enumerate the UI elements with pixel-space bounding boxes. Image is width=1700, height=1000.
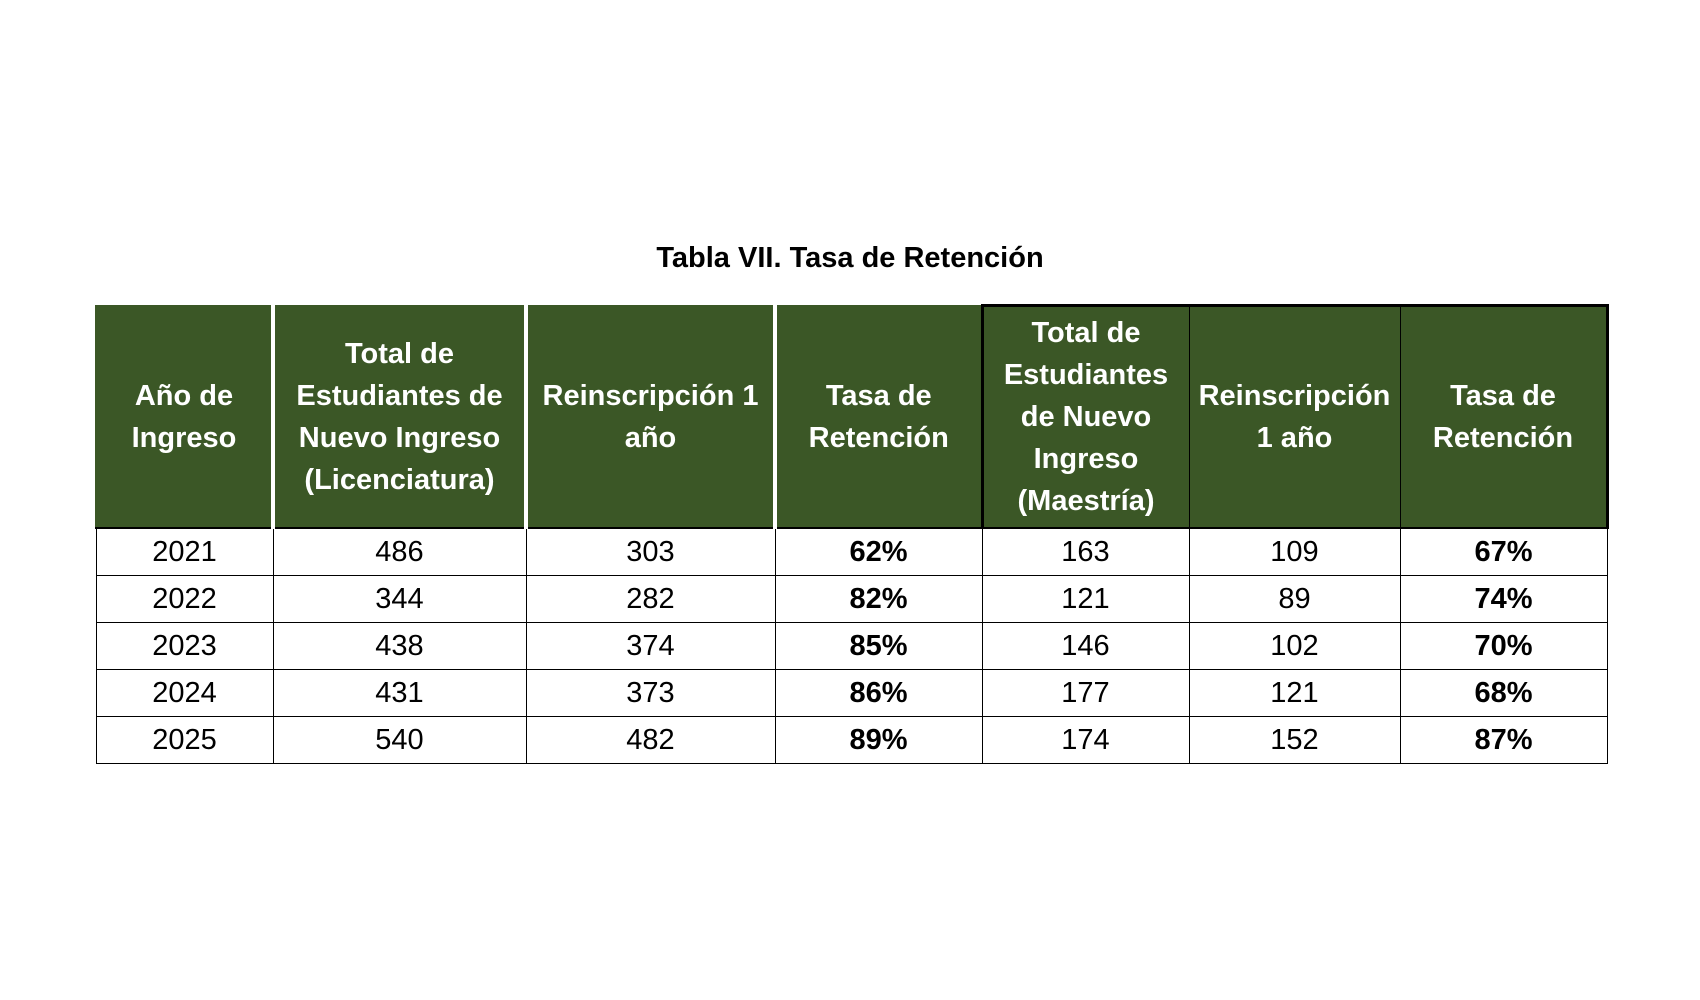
cell-total-licenciatura: 344 — [272, 574, 527, 623]
cell-reinscripcion-maestria: 89 — [1188, 574, 1401, 623]
cell-reinscripcion-maestria: 102 — [1188, 621, 1401, 670]
header-reinscripcion-maestria: Reinscripción 1 año — [1189, 304, 1401, 529]
header-total-maestria: Total de Estudiantes de Nuevo Ingreso (M… — [980, 304, 1190, 529]
cell-year: 2024 — [95, 668, 274, 717]
cell-tasa-maestria: 74% — [1399, 574, 1608, 623]
cell-year: 2023 — [95, 621, 274, 670]
cell-total-licenciatura: 540 — [272, 715, 527, 764]
cell-reinscripcion-licenciatura: 373 — [525, 668, 776, 717]
table-row: 2022 344 282 82% 121 89 74% — [95, 574, 1608, 623]
cell-tasa-maestria: 68% — [1399, 668, 1608, 717]
cell-reinscripcion-licenciatura: 374 — [525, 621, 776, 670]
header-tasa-licenciatura: Tasa de Retención — [775, 304, 983, 529]
header-row: Año de Ingreso Total de Estudiantes de N… — [95, 304, 1609, 529]
cell-reinscripcion-maestria: 109 — [1188, 527, 1401, 576]
header-total-licenciatura: Total de Estudiantes de Nuevo Ingreso (L… — [273, 304, 528, 529]
cell-reinscripcion-licenciatura: 282 — [525, 574, 776, 623]
cell-reinscripcion-maestria: 152 — [1188, 715, 1401, 764]
cell-total-maestria: 163 — [981, 527, 1190, 576]
cell-total-maestria: 121 — [981, 574, 1190, 623]
cell-year: 2022 — [95, 574, 274, 623]
cell-tasa-licenciatura: 89% — [774, 715, 983, 764]
table-title: Tabla VII. Tasa de Retención — [656, 242, 1044, 274]
table-row: 2023 438 374 85% 146 102 70% — [95, 621, 1608, 670]
cell-tasa-maestria: 67% — [1399, 527, 1608, 576]
header-year: Año de Ingreso — [95, 304, 275, 529]
cell-reinscripcion-maestria: 121 — [1188, 668, 1401, 717]
cell-reinscripcion-licenciatura: 303 — [525, 527, 776, 576]
cell-tasa-licenciatura: 62% — [774, 527, 983, 576]
cell-total-licenciatura: 438 — [272, 621, 527, 670]
cell-total-licenciatura: 431 — [272, 668, 527, 717]
cell-total-maestria: 174 — [981, 715, 1190, 764]
cell-total-maestria: 146 — [981, 621, 1190, 670]
cell-tasa-licenciatura: 85% — [774, 621, 983, 670]
cell-total-maestria: 177 — [981, 668, 1190, 717]
cell-tasa-maestria: 70% — [1399, 621, 1608, 670]
header-tasa-maestria: Tasa de Retención — [1400, 304, 1609, 529]
cell-reinscripcion-licenciatura: 482 — [525, 715, 776, 764]
cell-year: 2021 — [95, 527, 274, 576]
cell-tasa-licenciatura: 82% — [774, 574, 983, 623]
table-row: 2024 431 373 86% 177 121 68% — [95, 668, 1608, 717]
cell-year: 2025 — [95, 715, 274, 764]
cell-tasa-maestria: 87% — [1399, 715, 1608, 764]
header-reinscripcion-licenciatura: Reinscripción 1 año — [526, 304, 777, 529]
cell-total-licenciatura: 486 — [272, 527, 527, 576]
table-row: 2025 540 482 89% 174 152 87% — [95, 715, 1608, 764]
table-row: 2021 486 303 62% 163 109 67% — [95, 527, 1608, 576]
retention-table: Año de Ingreso Total de Estudiantes de N… — [95, 304, 1609, 764]
cell-tasa-licenciatura: 86% — [774, 668, 983, 717]
